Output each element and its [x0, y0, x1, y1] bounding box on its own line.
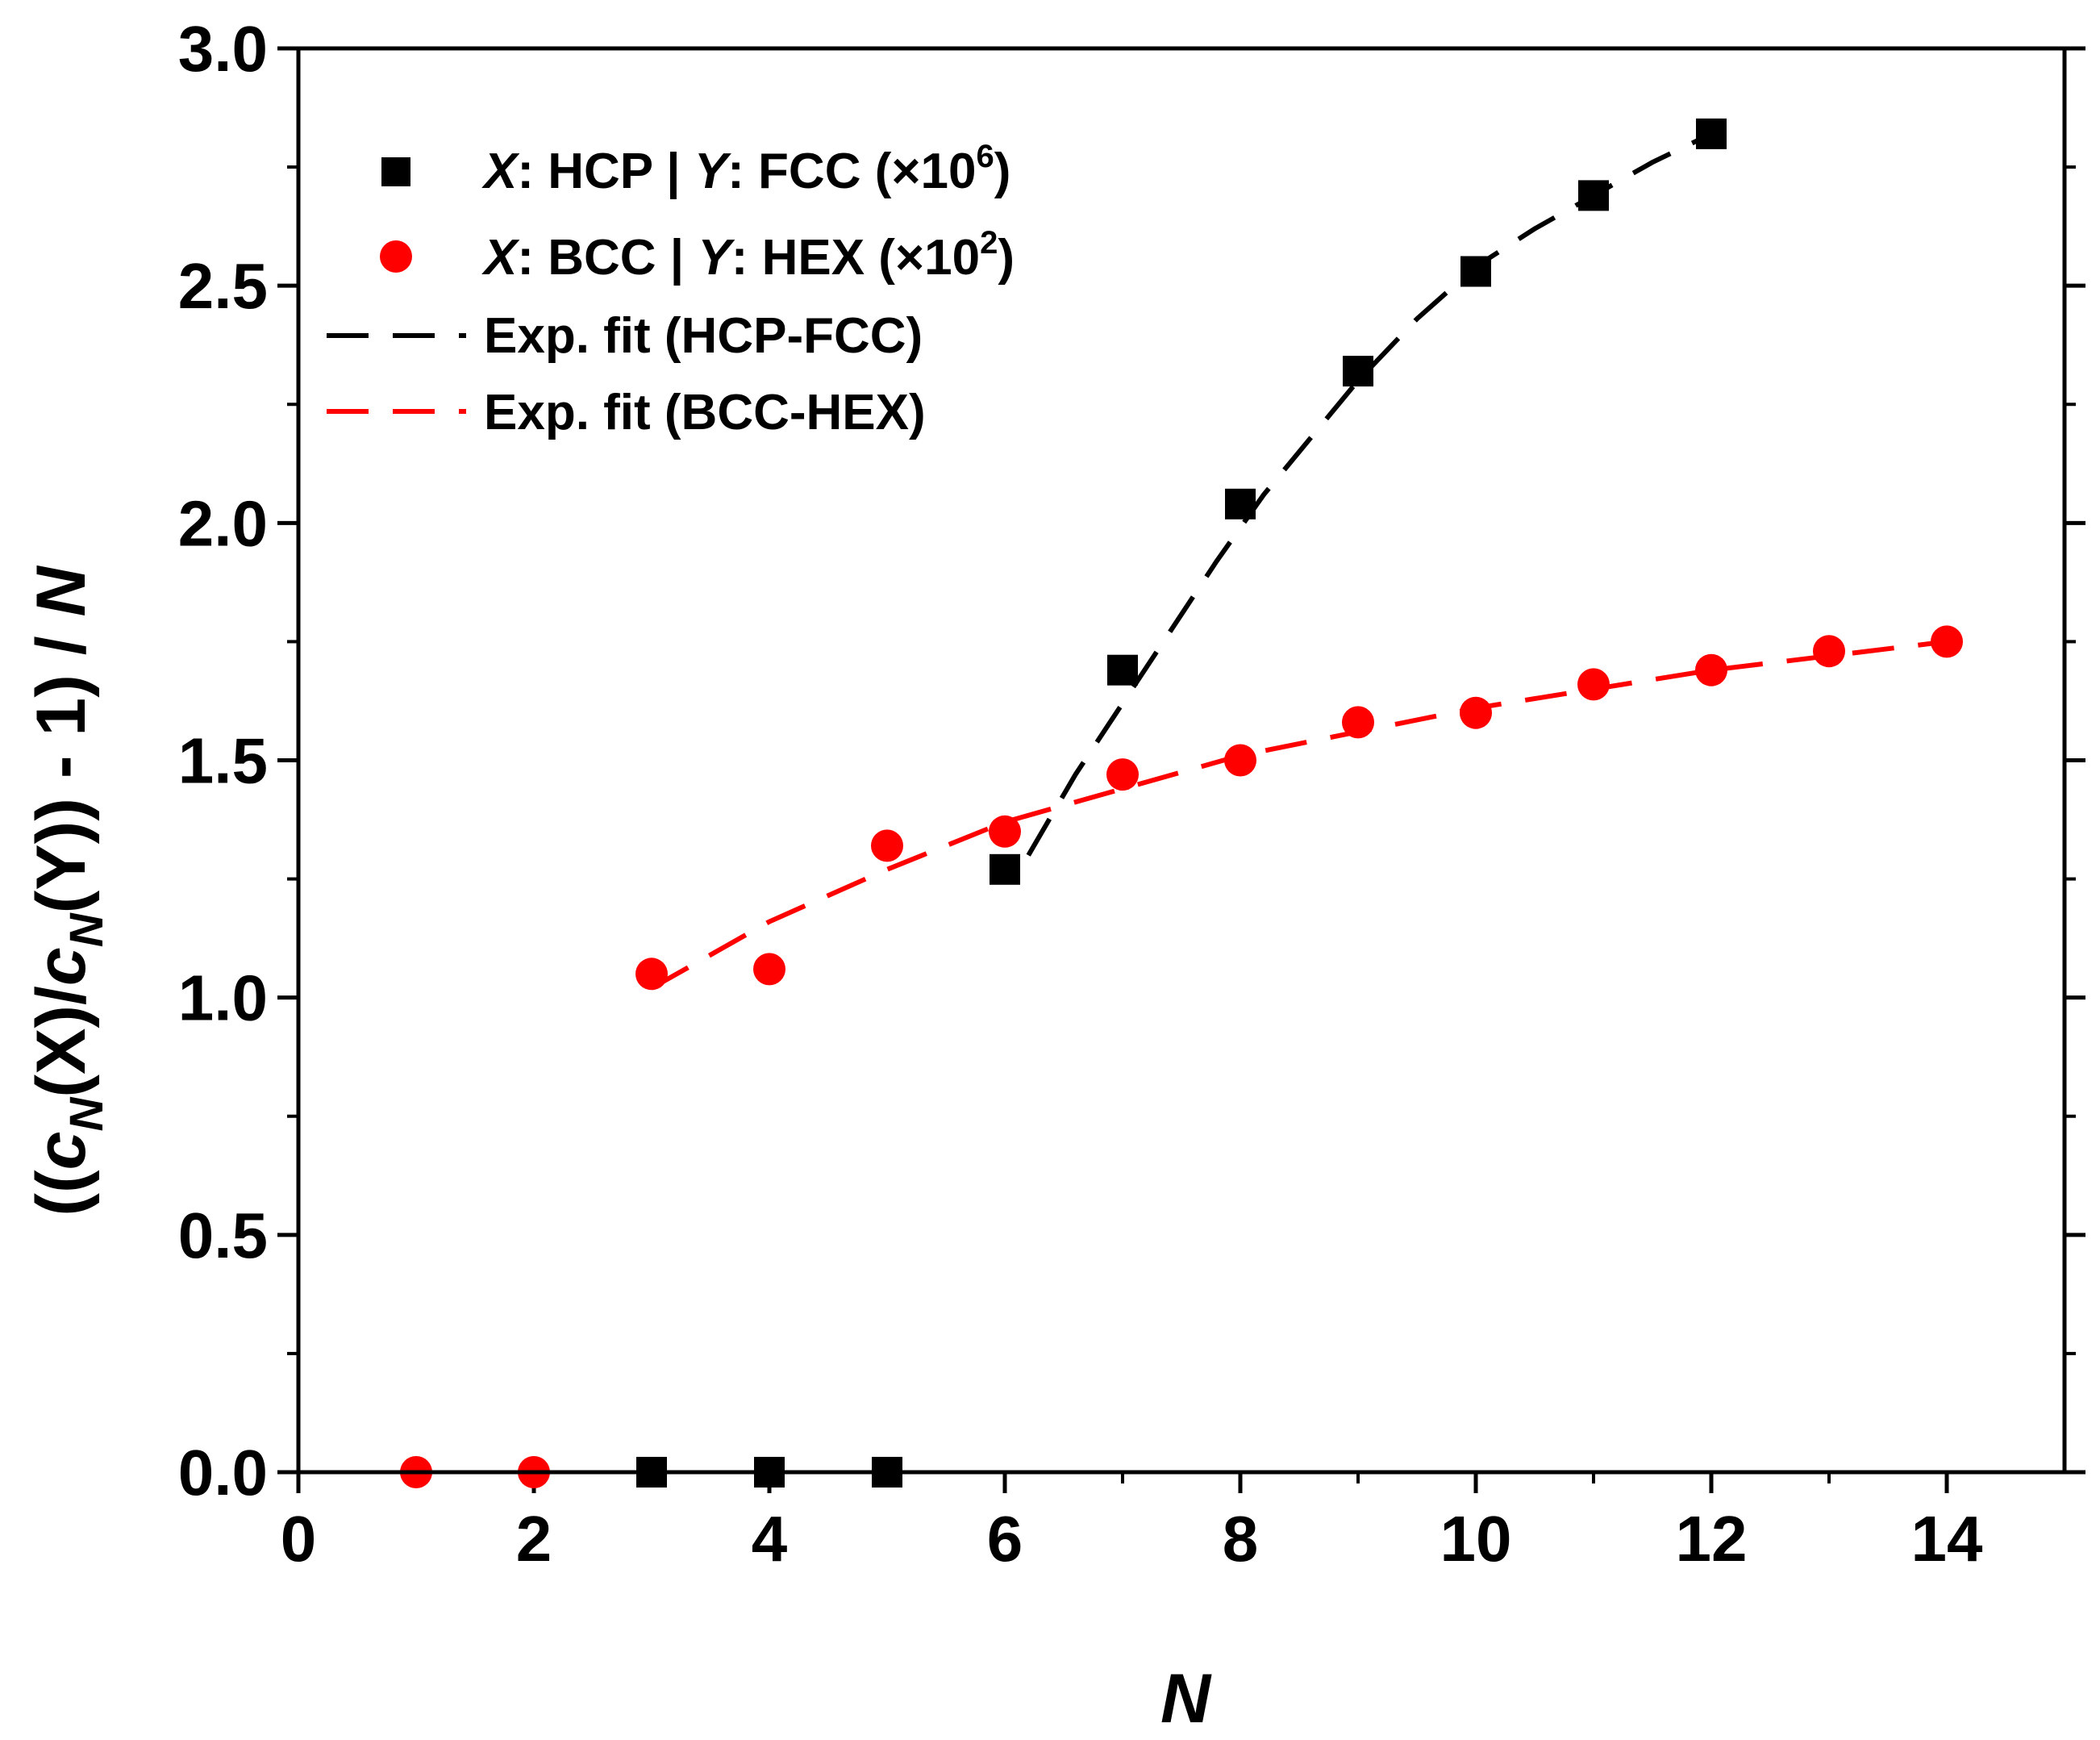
- x-tick-label: 6: [987, 1503, 1023, 1575]
- fit-line-bcc-hex: [650, 639, 1948, 991]
- legend-square-marker: [381, 157, 410, 186]
- bcc-hex-point: [1106, 758, 1139, 791]
- y-tick-label: 2.5: [178, 250, 268, 322]
- y-tick-label: 0.0: [178, 1437, 268, 1508]
- bcc-hex-point: [1813, 635, 1845, 668]
- y-tick-label: 2.0: [178, 487, 268, 559]
- x-tick-label: 14: [1911, 1503, 1983, 1575]
- legend-circle-marker: [380, 240, 412, 273]
- x-tick-label: 0: [281, 1503, 317, 1575]
- y-tick-labels: 0.0 0.5 1.0 1.5 2.0 2.5 3.0: [178, 13, 268, 1508]
- bcc-hex-point: [871, 829, 903, 862]
- bcc-hex-point: [753, 953, 785, 986]
- hcp-fcc-point: [1460, 256, 1491, 287]
- bcc-hex-point: [1931, 625, 1963, 658]
- x-tick-label: 12: [1676, 1503, 1748, 1575]
- legend: X: HCP | Y: FCC (×106) X: BCC | Y: HEX (…: [327, 139, 1015, 440]
- legend-entry-fit-bcc-hex: Exp. fit (BCC-HEX): [327, 385, 926, 440]
- x-tick-label: 2: [516, 1503, 552, 1575]
- hcp-fcc-point: [1107, 654, 1138, 686]
- bcc-hex-point: [1695, 653, 1727, 686]
- x-tick-label: 10: [1440, 1503, 1512, 1575]
- bcc-hex-point: [1460, 696, 1492, 729]
- y-tick-label: 1.0: [178, 962, 268, 1034]
- y-tick-label: 3.0: [178, 13, 268, 85]
- hcp-fcc-point: [1225, 488, 1256, 519]
- hcp-fcc-point: [1696, 118, 1727, 149]
- legend-label-hcp-fcc: X: HCP | Y: FCC (×106): [481, 139, 1010, 200]
- hcp-fcc-point: [990, 853, 1020, 885]
- x-axis-title: N: [1160, 1660, 1212, 1736]
- bcc-hex-point: [635, 958, 668, 991]
- bcc-hex-point: [1224, 744, 1256, 777]
- legend-label-fit-hcp-fcc: Exp. fit (HCP-FCC): [484, 308, 923, 364]
- bcc-hex-point: [1342, 706, 1374, 739]
- bcc-hex-point: [1577, 668, 1610, 701]
- hcp-fcc-point: [1578, 180, 1609, 211]
- x-tick-labels: 0 2 4 6 8 10 12 14: [281, 1503, 1983, 1575]
- x-tick-label: 8: [1223, 1503, 1259, 1575]
- legend-entry-fit-hcp-fcc: Exp. fit (HCP-FCC): [327, 308, 923, 364]
- plot-frame: [296, 46, 2067, 1475]
- fit-line-hcp-fcc: [1026, 131, 1713, 857]
- x-tick-label: 4: [752, 1503, 788, 1575]
- legend-entry-hcp-fcc: X: HCP | Y: FCC (×106): [381, 139, 1010, 200]
- legend-label-fit-bcc-hex: Exp. fit (BCC-HEX): [484, 385, 926, 440]
- y-tick-label: 0.5: [178, 1200, 268, 1271]
- legend-entry-bcc-hex: X: BCC | Y: HEX (×102): [380, 225, 1015, 286]
- hcp-fcc-point: [1343, 356, 1373, 387]
- legend-label-bcc-hex: X: BCC | Y: HEX (×102): [481, 225, 1015, 286]
- y-axis-title: ((cN(X)/cN(Y)) - 1) / N: [23, 565, 113, 1216]
- y-tick-label: 1.5: [178, 725, 268, 797]
- bcc-hex-point: [989, 815, 1021, 848]
